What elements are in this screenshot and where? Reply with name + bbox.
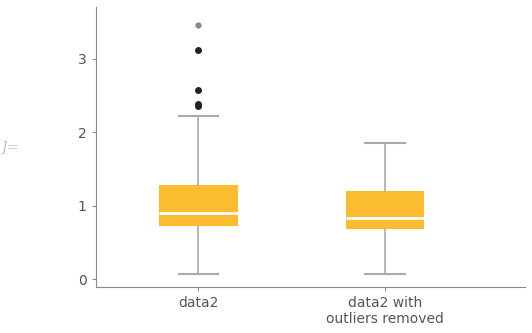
Text: Out[•]=: Out[•]= <box>0 140 19 154</box>
PathPatch shape <box>159 185 238 226</box>
PathPatch shape <box>346 191 424 229</box>
